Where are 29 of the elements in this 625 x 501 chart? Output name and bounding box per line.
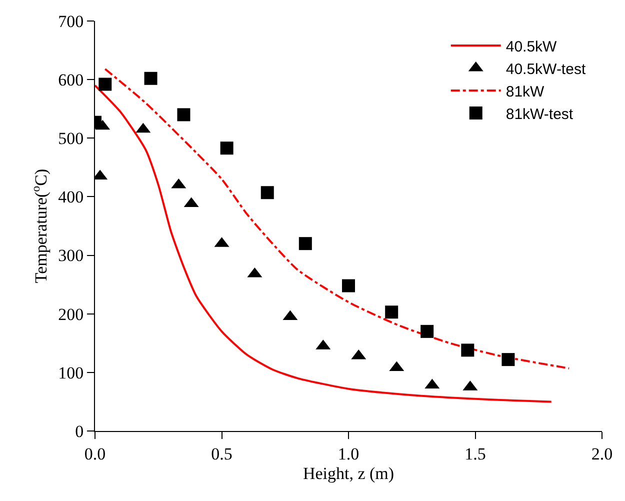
point <box>385 306 398 319</box>
legend-label: 40.5kW <box>506 38 558 56</box>
x-tick-label: 0.0 <box>84 444 106 464</box>
point <box>502 353 515 366</box>
point <box>260 186 274 200</box>
legend-label: 81kW <box>506 83 546 100</box>
y-tick-label: 600 <box>58 70 84 90</box>
point <box>220 142 234 155</box>
y-tick-label: 100 <box>58 363 84 382</box>
y-tick-label: 200 <box>58 304 84 324</box>
x-tick-label: 2.0 <box>591 444 613 464</box>
point <box>420 324 434 338</box>
y-tick-label: 400 <box>58 188 84 207</box>
legend-label: 40.5kW-test <box>506 60 586 78</box>
x-axis-title: Height, z (m) <box>302 464 394 483</box>
point <box>298 237 312 250</box>
point <box>144 72 158 85</box>
x-tick-label: 0.5 <box>211 444 232 464</box>
point <box>461 344 474 357</box>
point <box>177 108 190 122</box>
x-tick-label: 1.0 <box>338 444 360 464</box>
legend-label: 81kW-test <box>506 106 574 123</box>
y-tick-label: 700 <box>58 12 84 31</box>
y-tick-label: 0 <box>75 422 84 441</box>
x-tick-label: 1.5 <box>464 444 486 464</box>
y-tick-label: 500 <box>58 129 84 148</box>
point <box>342 279 355 292</box>
point <box>98 78 112 91</box>
y-tick-label: 300 <box>58 246 84 266</box>
